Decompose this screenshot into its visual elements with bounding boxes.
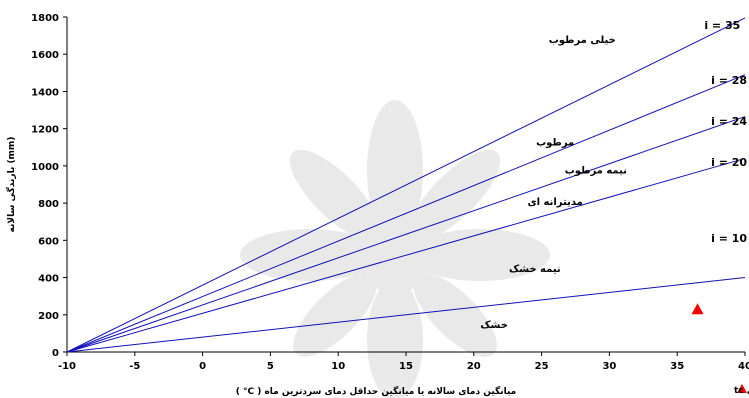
legend-marker-icon bbox=[737, 384, 747, 393]
zone-label: مرطوب bbox=[536, 137, 574, 148]
x-axis-title: میانگین دمای سالانه یا میانگین حداقل دما… bbox=[236, 385, 516, 397]
index-label: i = 24 bbox=[711, 115, 747, 128]
x-tick-label: 20 bbox=[467, 361, 481, 372]
y-tick-label: 1200 bbox=[31, 125, 59, 136]
series-line bbox=[66, 277, 746, 353]
y-tick-label: 400 bbox=[38, 274, 59, 285]
y-tick-label: 1000 bbox=[31, 162, 59, 173]
x-tick-label: 10 bbox=[331, 361, 345, 372]
x-tick-label: 0 bbox=[199, 361, 206, 372]
index-label: i = 28 bbox=[711, 74, 747, 87]
x-tick-label: -10 bbox=[58, 361, 76, 372]
axes: 0 200 400 600 800 1000 1200 1400 1600 1800 -10 -5 0 5… bbox=[5, 13, 749, 397]
x-tick-label: 5 bbox=[267, 361, 274, 372]
y-tick-label: 0 bbox=[52, 348, 59, 359]
x-tick-label: 30 bbox=[602, 361, 616, 372]
x-tick-label: 35 bbox=[670, 361, 684, 372]
series-line bbox=[66, 116, 746, 353]
series-layer bbox=[66, 17, 746, 353]
y-axis-title: بارندگی سالانه (mm) bbox=[5, 137, 17, 233]
zone-label: نیمه مرطوب bbox=[565, 165, 627, 176]
index-label: i = 20 bbox=[711, 156, 747, 169]
y-tick-label: 800 bbox=[38, 199, 59, 210]
marker-point bbox=[691, 303, 704, 315]
x-tick-label: 25 bbox=[535, 361, 549, 372]
series-line bbox=[66, 157, 746, 353]
x-tick-label: 40 bbox=[738, 361, 749, 372]
zone-label: مدیترانه ای bbox=[527, 197, 582, 208]
y-tick-label: 1600 bbox=[31, 50, 59, 61]
zone-label: خیلی مرطوب bbox=[549, 35, 616, 46]
x-tick-label: -5 bbox=[129, 361, 140, 372]
watermark-rosette bbox=[240, 100, 550, 398]
index-label: i = 10 bbox=[711, 232, 747, 245]
zone-label: نیمه خشک bbox=[509, 264, 561, 275]
x-tick-label: 15 bbox=[399, 361, 413, 372]
y-tick-label: 600 bbox=[38, 236, 59, 247]
y-tick-label: 1800 bbox=[31, 13, 59, 24]
legend-label: طبقه دمایی tc bbox=[734, 386, 749, 396]
series-line bbox=[66, 17, 746, 353]
annotation-layer: خیلی مرطوب مرطوب نیمه مرطوب مدیترانه ای نیمه… bbox=[480, 19, 749, 396]
index-label: i = 35 bbox=[704, 19, 740, 32]
series-line bbox=[66, 74, 746, 353]
y-tick-label: 1400 bbox=[31, 87, 59, 98]
zone-label: خشک bbox=[480, 320, 508, 331]
y-tick-label: 200 bbox=[38, 311, 59, 322]
